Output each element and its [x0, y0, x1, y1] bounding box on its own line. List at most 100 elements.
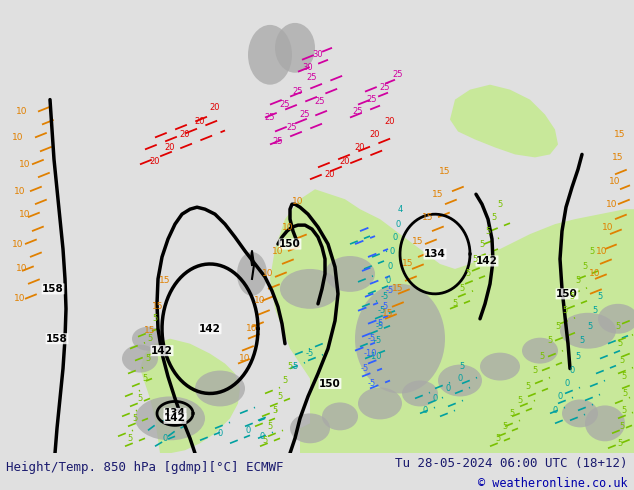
Text: 5: 5	[533, 366, 538, 375]
Text: 5: 5	[287, 362, 293, 371]
Ellipse shape	[480, 353, 520, 381]
Text: 15: 15	[422, 213, 434, 221]
Text: 20: 20	[150, 157, 160, 166]
Text: 142: 142	[164, 414, 186, 423]
Text: -5: -5	[361, 364, 369, 373]
Ellipse shape	[522, 338, 558, 364]
Text: 25: 25	[300, 110, 310, 119]
Text: 5: 5	[555, 322, 560, 331]
Text: 10: 10	[239, 354, 251, 363]
Text: 25: 25	[380, 83, 391, 92]
Text: 5: 5	[262, 436, 268, 445]
Polygon shape	[370, 314, 634, 453]
Text: 25: 25	[392, 70, 403, 79]
Text: 10: 10	[14, 294, 26, 303]
Text: 5: 5	[590, 246, 595, 255]
Text: 25: 25	[353, 107, 363, 116]
Text: 25: 25	[307, 73, 317, 82]
Polygon shape	[140, 339, 240, 453]
Text: 5: 5	[479, 240, 484, 248]
Text: 15: 15	[439, 167, 451, 176]
Text: 10: 10	[246, 324, 258, 333]
Ellipse shape	[280, 269, 340, 309]
Text: -10: -10	[368, 352, 382, 361]
Text: 5: 5	[491, 213, 496, 221]
Text: 25: 25	[273, 137, 283, 146]
Ellipse shape	[402, 381, 438, 406]
Text: 0: 0	[422, 406, 427, 415]
Text: 0: 0	[385, 276, 391, 285]
Text: 5: 5	[618, 439, 623, 448]
Text: 5: 5	[460, 284, 465, 294]
Polygon shape	[450, 85, 558, 157]
Text: 20: 20	[165, 143, 175, 152]
Text: 20: 20	[340, 157, 350, 166]
Text: 0: 0	[387, 263, 392, 271]
Text: 5: 5	[147, 334, 153, 343]
Text: 10: 10	[602, 222, 614, 232]
Ellipse shape	[325, 256, 375, 292]
Text: 10: 10	[282, 222, 294, 232]
Text: 15: 15	[432, 190, 444, 199]
Text: 10: 10	[19, 210, 31, 219]
Text: 5: 5	[583, 263, 588, 271]
Ellipse shape	[560, 313, 616, 349]
Text: © weatheronline.co.uk: © weatheronline.co.uk	[478, 477, 628, 490]
Text: 5: 5	[576, 276, 581, 285]
Text: 5: 5	[465, 270, 470, 278]
Ellipse shape	[248, 25, 292, 85]
Text: 15: 15	[152, 302, 164, 311]
Text: 30: 30	[313, 50, 323, 59]
Ellipse shape	[195, 370, 245, 406]
Text: 142: 142	[199, 324, 221, 334]
Text: 5: 5	[498, 200, 503, 209]
Text: 5: 5	[597, 293, 603, 301]
Text: 30: 30	[302, 63, 313, 72]
Text: 0: 0	[445, 384, 451, 393]
Text: 5: 5	[623, 389, 628, 398]
Text: 5: 5	[616, 322, 621, 331]
Ellipse shape	[290, 414, 330, 443]
Text: 15: 15	[614, 130, 626, 139]
Text: 5: 5	[152, 314, 158, 323]
Text: 5: 5	[579, 336, 585, 345]
Text: 20: 20	[180, 130, 190, 139]
Ellipse shape	[562, 399, 598, 427]
Ellipse shape	[358, 388, 402, 419]
Text: 5: 5	[592, 306, 598, 315]
Text: 5: 5	[460, 362, 465, 371]
Text: -5: -5	[368, 379, 376, 388]
Text: 5: 5	[619, 356, 624, 365]
Text: 158: 158	[42, 284, 64, 294]
Ellipse shape	[598, 304, 634, 334]
Text: 142: 142	[151, 345, 173, 356]
Text: -10: -10	[363, 349, 377, 358]
Text: 5: 5	[145, 354, 151, 363]
Text: 25: 25	[366, 95, 377, 104]
Text: 20: 20	[195, 117, 205, 126]
Text: 15: 15	[382, 309, 394, 318]
Text: 0: 0	[432, 394, 437, 403]
Text: 5: 5	[509, 409, 515, 418]
Text: 0: 0	[552, 406, 558, 415]
Text: 0: 0	[569, 366, 574, 375]
Text: 134: 134	[424, 249, 446, 259]
Text: 5: 5	[486, 226, 491, 236]
Text: 0: 0	[396, 220, 401, 229]
Text: 10: 10	[609, 177, 621, 186]
Text: 25: 25	[314, 97, 325, 106]
Ellipse shape	[132, 327, 164, 351]
Text: 10: 10	[262, 270, 274, 278]
Text: 0: 0	[245, 426, 250, 435]
Ellipse shape	[438, 365, 482, 396]
Text: -5: -5	[381, 302, 389, 311]
Text: 134: 134	[164, 408, 186, 418]
Text: 5: 5	[621, 406, 626, 415]
Text: 5: 5	[576, 352, 581, 361]
Text: -5: -5	[386, 286, 394, 295]
Text: 25: 25	[293, 87, 303, 96]
Text: 5: 5	[282, 376, 288, 385]
Ellipse shape	[585, 405, 625, 441]
Text: 20: 20	[385, 117, 395, 126]
Ellipse shape	[122, 344, 158, 372]
